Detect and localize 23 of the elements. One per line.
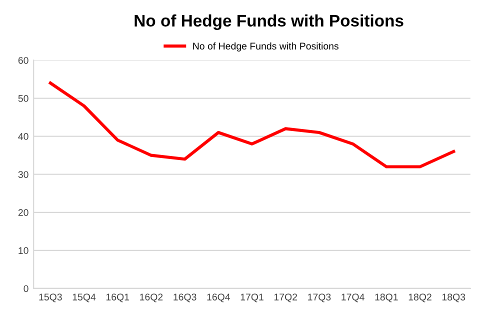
y-tick-label: 0 <box>24 285 28 292</box>
x-tick-label: 16Q1 <box>106 294 130 302</box>
y-tick-label: 10 <box>18 247 28 254</box>
x-tick-label: 17Q3 <box>308 294 331 302</box>
y-tick-label: 50 <box>18 95 28 102</box>
x-tick-label: 17Q2 <box>274 294 298 302</box>
x-tick-label: 16Q3 <box>174 294 196 302</box>
y-tick-label: 30 <box>18 171 28 178</box>
x-tick-label: 16Q4 <box>207 294 230 302</box>
x-tick-label: 17Q4 <box>342 294 364 302</box>
x-tick-label: 17Q1 <box>240 294 264 302</box>
x-tick-label: 18Q1 <box>375 294 398 302</box>
x-tick-label: 16Q2 <box>140 294 163 302</box>
x-tick-label: 15Q4 <box>72 294 96 302</box>
x-tick-label: 18Q3 <box>442 294 466 302</box>
y-tick-label: 60 <box>18 56 28 64</box>
y-tick-label: 20 <box>18 209 28 216</box>
line-series <box>48 82 456 168</box>
x-tick-label: 15Q3 <box>39 294 62 302</box>
x-tick-label: 18Q2 <box>408 294 432 302</box>
chart-title: No of Hedge Funds with Positions <box>134 14 404 30</box>
legend-label: No of Hedge Funds with Positions <box>193 42 338 52</box>
y-tick-label: 40 <box>18 133 28 140</box>
